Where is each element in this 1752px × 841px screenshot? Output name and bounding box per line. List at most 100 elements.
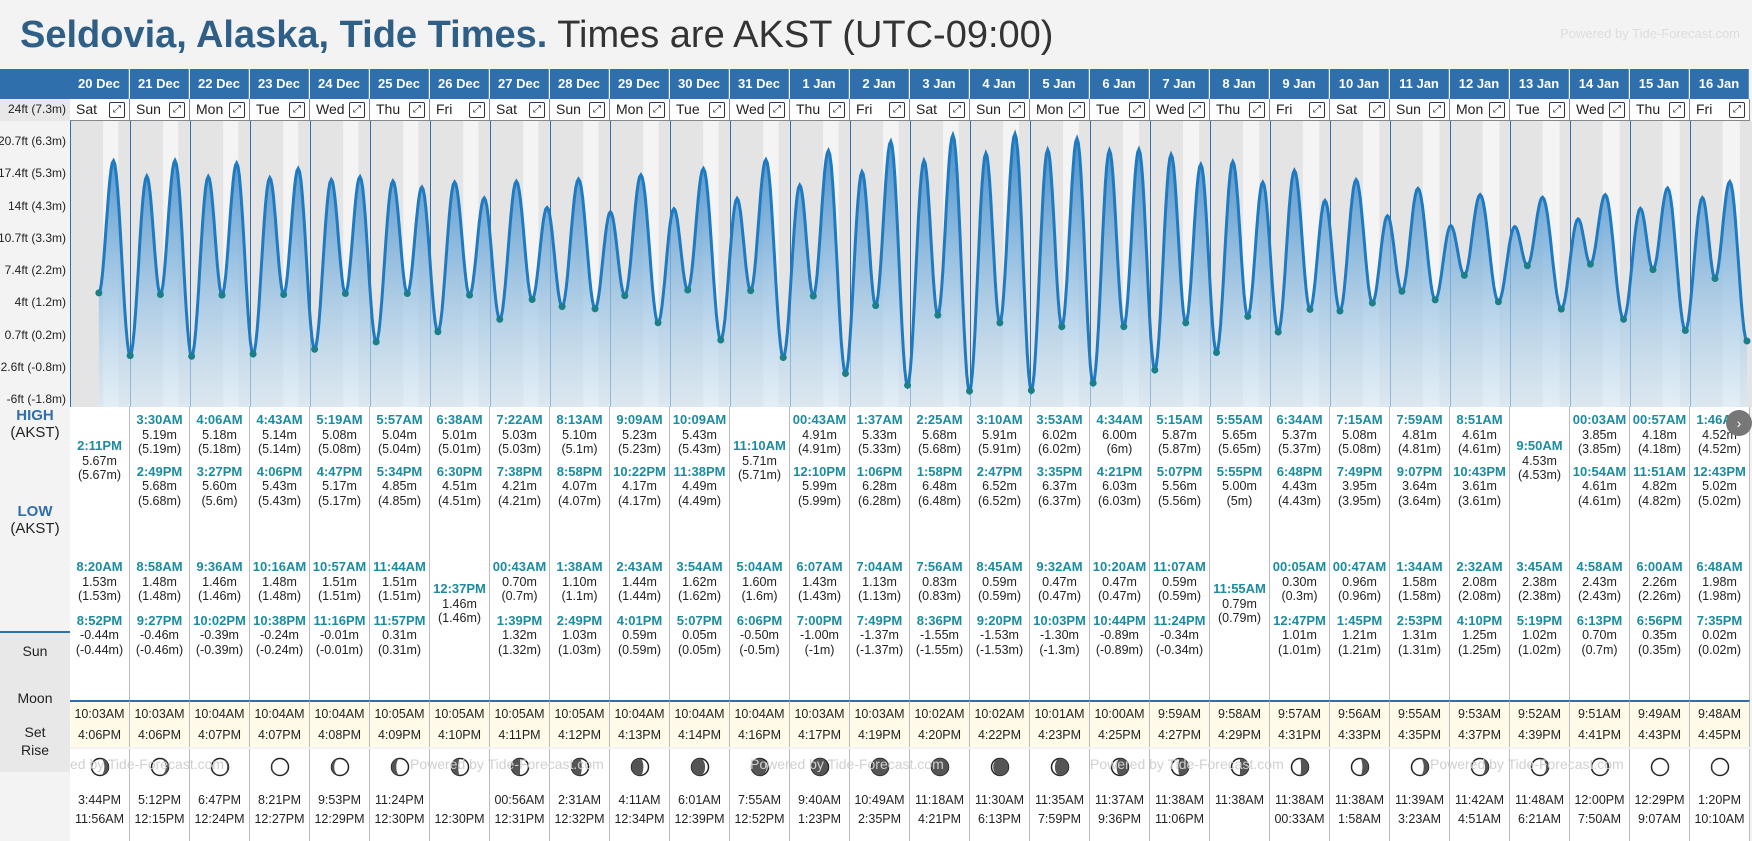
next-arrow-button[interactable]: › xyxy=(1726,410,1752,436)
tide-height-paren: (5.43m) xyxy=(677,442,722,456)
moonrise-time: 12:34PM xyxy=(614,812,665,826)
expand-icon[interactable]: ⤢ xyxy=(1009,102,1025,118)
expand-icon[interactable]: ⤢ xyxy=(1669,102,1685,118)
day-column: 8 Jan Thu ⤢ 5:55AM 5.65m (5.65m) 5:55PM 5.00m (5… xyxy=(1210,69,1270,841)
tide-height-paren: (5.17m) xyxy=(317,493,362,508)
tide-height-paren: (4.07m) xyxy=(557,493,602,508)
expand-icon[interactable]: ⤢ xyxy=(1729,102,1745,118)
footer-credit[interactable]: ed by Tide-Forecast.com xyxy=(70,756,225,772)
expand-icon[interactable]: ⤢ xyxy=(829,102,845,118)
tide-height-paren: (5.65m) xyxy=(1217,442,1262,456)
tide-height: 2.08m xyxy=(1462,574,1497,589)
low-tides-cell: 3:54AM 1.62m (1.62m) 5:07PM 0.05m (0.05m) xyxy=(670,522,730,700)
tide-time: 00:57AM xyxy=(1632,412,1687,427)
low-tide-dot xyxy=(156,290,164,298)
tide-time: 11:10AM xyxy=(733,438,786,453)
expand-icon[interactable]: ⤢ xyxy=(1189,102,1205,118)
tide-height: 4.81m xyxy=(1402,427,1437,442)
tide-height: -0.50m xyxy=(740,628,779,642)
expand-icon[interactable]: ⤢ xyxy=(169,102,185,118)
expand-icon[interactable]: ⤢ xyxy=(289,102,305,118)
low-tides-cell: 6:00AM 2.26m (2.26m) 6:56PM 0.35m (0.35m) xyxy=(1630,522,1690,700)
expand-icon[interactable]: ⤢ xyxy=(1489,102,1505,118)
tide-height: 1.03m xyxy=(562,628,597,642)
tide-time: 7:35PM xyxy=(1696,612,1743,628)
expand-icon[interactable]: ⤢ xyxy=(1369,102,1385,118)
expand-icon[interactable]: ⤢ xyxy=(1309,102,1325,118)
powered-by-top[interactable]: Powered by Tide-Forecast.com xyxy=(1560,26,1740,41)
expand-icon[interactable]: ⤢ xyxy=(709,102,725,118)
tide-height-paren: (5.33m) xyxy=(857,442,902,456)
expand-icon[interactable]: ⤢ xyxy=(1249,102,1265,118)
day-of-week-label: Fri xyxy=(856,101,873,117)
footer-credit[interactable]: Powered by Tide-Forecast.com xyxy=(1090,756,1284,772)
tide-height: 1.21m xyxy=(1342,628,1377,642)
y-tick-label: -6ft (-1.8m) xyxy=(6,392,66,406)
high-tide-entry: 1:37AM 5.33m (5.33m) xyxy=(850,412,909,457)
high-tide-entry: 5:15AM 5.87m (5.87m) xyxy=(1150,412,1209,457)
day-date: 16 Jan xyxy=(1690,69,1749,99)
expand-icon[interactable]: ⤢ xyxy=(349,102,365,118)
day-column: 13 Jan Tue ⤢ 9:50AM 4.53m (4.53m) 3:45AM 2.38m(… xyxy=(1510,69,1570,841)
tide-height-paren: (0.02m) xyxy=(1697,642,1742,657)
low-tide-dot xyxy=(934,311,942,319)
tide-height: -0.39m xyxy=(200,628,239,642)
tide-height-paren: (0.31m) xyxy=(377,642,422,657)
tide-height: 1.32m xyxy=(502,628,537,642)
footer-credit[interactable]: Powered by Tide-Forecast.com xyxy=(750,756,944,772)
tide-height: 6.48m xyxy=(922,479,957,493)
moonset-time: 6:01AM xyxy=(677,793,722,807)
expand-icon[interactable]: ⤢ xyxy=(949,102,965,118)
moonset-time: 11:38AM xyxy=(1274,793,1325,807)
sunset-time: 4:25PM xyxy=(1097,728,1142,742)
expand-icon[interactable]: ⤢ xyxy=(529,102,545,118)
sunrise-time: 9:59AM xyxy=(1157,707,1202,721)
expand-icon[interactable]: ⤢ xyxy=(589,102,605,118)
tide-height-paren: (1.51m) xyxy=(377,589,422,603)
tide-time: 6:00AM xyxy=(1636,559,1683,574)
moon-phase-icon xyxy=(630,757,649,777)
footer-credit[interactable]: Powered by Tide-Forecast.com xyxy=(410,756,604,772)
high-tide-entry: 10:22PM 4.17m (4.17m) xyxy=(610,464,669,509)
tide-height: 1.44m xyxy=(622,574,657,589)
low-tide-dot xyxy=(1368,299,1376,307)
low-tide-dot xyxy=(280,290,288,298)
sun-cell: 9:49AM 4:43PM xyxy=(1630,700,1690,747)
expand-icon[interactable]: ⤢ xyxy=(229,102,245,118)
expand-icon[interactable]: ⤢ xyxy=(649,102,665,118)
tide-height: 5.03m xyxy=(502,427,537,442)
tide-height-paren: (1.53m) xyxy=(77,589,122,603)
tide-time: 4:47PM xyxy=(316,463,363,479)
high-tide-entry: 5:19AM 5.08m (5.08m) xyxy=(310,412,369,457)
footer-credit[interactable]: Powered by Tide-Forecast.com xyxy=(1430,756,1624,772)
tide-height-paren: (2.38m) xyxy=(1517,589,1562,603)
tide-time: 2:53PM xyxy=(1396,612,1443,628)
expand-icon[interactable]: ⤢ xyxy=(1069,102,1085,118)
expand-icon[interactable]: ⤢ xyxy=(1609,102,1625,118)
tide-chart xyxy=(70,121,1752,407)
expand-icon[interactable]: ⤢ xyxy=(769,102,785,118)
expand-icon[interactable]: ⤢ xyxy=(1129,102,1145,118)
expand-icon[interactable]: ⤢ xyxy=(469,102,485,118)
moonset-time: 11:39AM xyxy=(1394,793,1445,807)
sunrise-time: 10:04AM xyxy=(314,707,365,721)
expand-icon[interactable]: ⤢ xyxy=(1429,102,1445,118)
moonset-time: 10:49AM xyxy=(854,793,905,807)
moon-phase-icon xyxy=(210,757,229,777)
expand-icon[interactable]: ⤢ xyxy=(409,102,425,118)
tide-height: -0.89m xyxy=(1100,628,1139,642)
expand-icon[interactable]: ⤢ xyxy=(109,102,125,118)
sun-cell: 9:51AM 4:41PM xyxy=(1570,700,1630,747)
low-tide-entry: 8:58AM 1.48m (1.48m) xyxy=(130,559,189,604)
tide-time: 6:06PM xyxy=(736,612,783,628)
expand-icon[interactable]: ⤢ xyxy=(1549,102,1565,118)
day-of-week: Mon ⤢ xyxy=(610,99,670,121)
high-tide-entry: 7:38PM 4.21m (4.21m) xyxy=(490,464,549,509)
tide-height-paren: (0.59m) xyxy=(977,589,1022,603)
expand-icon[interactable]: ⤢ xyxy=(889,102,905,118)
tide-height: 4.07m xyxy=(562,479,597,493)
low-tide-dot xyxy=(1151,366,1159,374)
tide-height: 5.71m xyxy=(742,453,777,468)
tide-time: 7:04AM xyxy=(856,559,903,574)
low-tide-entry: 8:52PM -0.44m (-0.44m) xyxy=(70,613,129,658)
